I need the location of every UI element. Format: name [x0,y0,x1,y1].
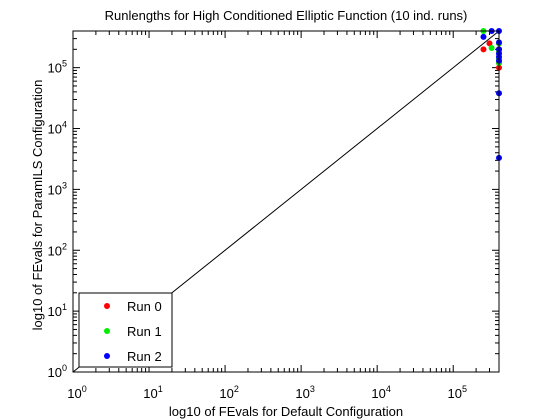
legend-label-run-0: Run 0 [127,299,162,314]
data-point-run-0 [480,46,486,52]
legend: Run 0 Run 1 Run 2 [79,293,172,367]
data-point-run-1 [489,45,495,51]
legend-marker-run-2 [104,353,110,359]
data-point-run-2 [480,34,486,40]
y-axis-label: log10 of FEvals for ParamILS Configurati… [30,80,45,331]
x-axis-label: log10 of FEvals for Default Configuratio… [169,404,403,419]
legend-label-run-1: Run 1 [127,324,162,339]
chart-title: Runlengths for High Conditioned Elliptic… [105,8,468,23]
legend-label-run-2: Run 2 [127,349,162,364]
legend-marker-run-0 [104,303,110,309]
legend-marker-run-1 [104,328,110,334]
